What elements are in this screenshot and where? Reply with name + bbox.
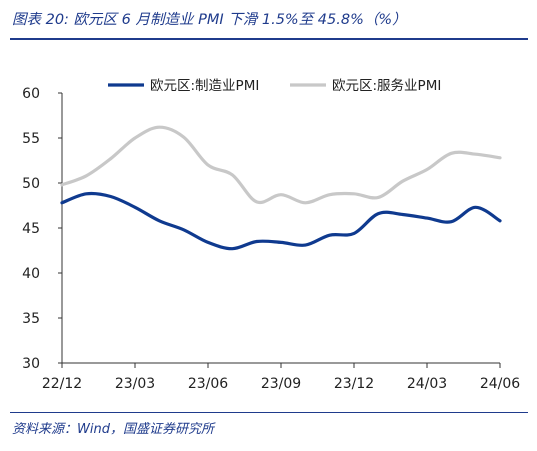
- y-tick-label: 35: [22, 311, 40, 327]
- y-tick-label: 40: [22, 266, 40, 282]
- manufacturing-pmi-line: [60, 191, 502, 251]
- x-tick-label: 23/12: [334, 376, 374, 392]
- legend-services-label: 欧元区:服务业PMI: [332, 78, 441, 94]
- x-tick-label: 24/06: [480, 376, 520, 392]
- x-tick-label: 23/09: [261, 376, 301, 392]
- x-tick-label: 22/12: [42, 376, 82, 392]
- y-tick-label: 60: [22, 86, 40, 102]
- legend-manufacturing-label: 欧元区:制造业PMI: [150, 78, 259, 94]
- chart-legend: 欧元区:制造业PMI 欧元区:服务业PMI: [108, 78, 441, 94]
- chart-series: [60, 125, 502, 251]
- source-note: 资料来源：Wind，国盛证券研究所: [12, 422, 214, 437]
- x-tick-label: 24/03: [407, 376, 447, 392]
- figure-title: 图表 20: 欧元区 6 月制造业 PMI 下滑 1.5%至 45.8%（%）: [12, 12, 407, 28]
- y-tick-label: 50: [22, 176, 40, 192]
- y-tick-label: 30: [22, 356, 40, 372]
- x-tick-label: 23/06: [188, 376, 228, 392]
- y-tick-label: 45: [22, 221, 40, 237]
- source-rule: [10, 412, 528, 413]
- services-pmi-line: [60, 125, 502, 205]
- title-rule: [10, 38, 528, 40]
- chart-axes: 30 35 40 45 50 55 60 22/12 23/03 23/06 23/09 23/12 2…: [22, 86, 520, 392]
- x-tick-label: 23/03: [115, 376, 155, 392]
- y-tick-label: 55: [22, 131, 40, 147]
